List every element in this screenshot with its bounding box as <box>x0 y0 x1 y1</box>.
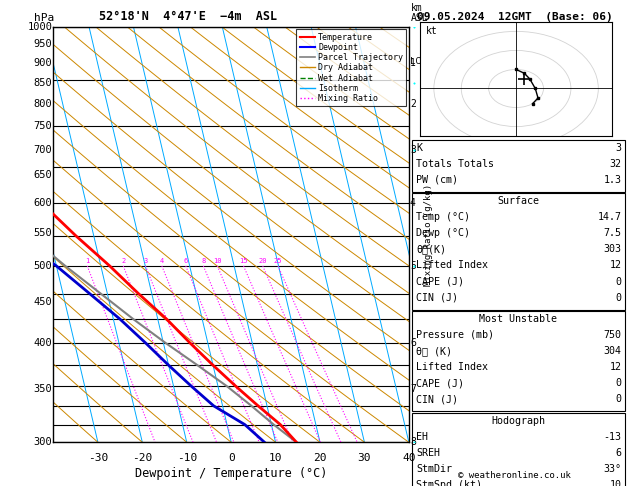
Text: -30: -30 <box>88 452 108 463</box>
Text: 3: 3 <box>410 145 416 155</box>
Text: Surface: Surface <box>498 196 539 207</box>
Text: 25: 25 <box>274 258 282 264</box>
Text: 304: 304 <box>603 346 621 356</box>
Text: 800: 800 <box>33 99 52 109</box>
Text: 20: 20 <box>313 452 326 463</box>
Text: Most Unstable: Most Unstable <box>479 314 557 324</box>
Text: 10: 10 <box>610 480 621 486</box>
Text: 52°18'N  4°47'E  −4m  ASL: 52°18'N 4°47'E −4m ASL <box>99 10 277 22</box>
Text: © weatheronline.co.uk: © weatheronline.co.uk <box>458 471 571 480</box>
Text: 7.5: 7.5 <box>603 228 621 239</box>
Text: -20: -20 <box>132 452 152 463</box>
Text: 3: 3 <box>143 258 148 264</box>
Text: 20: 20 <box>259 258 267 264</box>
Text: 15: 15 <box>239 258 248 264</box>
Text: 750: 750 <box>603 330 621 340</box>
Text: 32: 32 <box>610 159 621 169</box>
Text: 350: 350 <box>33 384 52 394</box>
Text: 0: 0 <box>615 277 621 287</box>
Text: Hodograph: Hodograph <box>491 416 545 426</box>
Text: 12: 12 <box>610 260 621 271</box>
Text: 10: 10 <box>269 452 282 463</box>
Text: 850: 850 <box>33 78 52 88</box>
Text: km
ASL: km ASL <box>411 3 428 22</box>
Text: 6: 6 <box>615 448 621 458</box>
Text: 700: 700 <box>33 145 52 155</box>
Text: 900: 900 <box>33 58 52 68</box>
Text: 300: 300 <box>33 437 52 447</box>
Text: Totals Totals: Totals Totals <box>416 159 494 169</box>
Text: 0: 0 <box>228 452 235 463</box>
Text: Pressure (mb): Pressure (mb) <box>416 330 494 340</box>
Text: θᴜ (K): θᴜ (K) <box>416 346 452 356</box>
Text: 8: 8 <box>201 258 206 264</box>
Text: 8: 8 <box>410 437 416 447</box>
Text: 4: 4 <box>160 258 164 264</box>
Text: 14.7: 14.7 <box>598 212 621 223</box>
Text: Lifted Index: Lifted Index <box>416 362 488 372</box>
Text: 4: 4 <box>410 198 416 208</box>
Text: 400: 400 <box>33 338 52 348</box>
Text: 1.3: 1.3 <box>603 175 621 185</box>
Text: LCL: LCL <box>409 57 426 66</box>
Text: Lifted Index: Lifted Index <box>416 260 488 271</box>
Text: CAPE (J): CAPE (J) <box>416 378 464 388</box>
Text: 600: 600 <box>33 198 52 208</box>
Text: 30: 30 <box>358 452 371 463</box>
Text: 33°: 33° <box>603 464 621 474</box>
Text: 09.05.2024  12GMT  (Base: 06): 09.05.2024 12GMT (Base: 06) <box>416 12 613 22</box>
Legend: Temperature, Dewpoint, Parcel Trajectory, Dry Adiabat, Wet Adiabat, Isotherm, Mi: Temperature, Dewpoint, Parcel Trajectory… <box>296 29 406 106</box>
Text: StmSpd (kt): StmSpd (kt) <box>416 480 482 486</box>
Text: PW (cm): PW (cm) <box>416 175 459 185</box>
Text: 1: 1 <box>410 58 416 68</box>
Text: 40: 40 <box>402 452 416 463</box>
Text: kt: kt <box>426 26 438 36</box>
Text: 1: 1 <box>85 258 89 264</box>
Text: EH: EH <box>416 432 428 442</box>
Text: CIN (J): CIN (J) <box>416 394 459 404</box>
Text: 950: 950 <box>33 39 52 50</box>
Text: 6: 6 <box>184 258 188 264</box>
Text: hPa: hPa <box>34 13 54 22</box>
Text: StmDir: StmDir <box>416 464 452 474</box>
Text: 2: 2 <box>410 99 416 109</box>
Text: CAPE (J): CAPE (J) <box>416 277 464 287</box>
Text: 1000: 1000 <box>28 22 52 32</box>
Text: θᴜ(K): θᴜ(K) <box>416 244 447 255</box>
Text: K: K <box>416 143 423 153</box>
Text: 550: 550 <box>33 228 52 238</box>
Text: 10: 10 <box>213 258 221 264</box>
Text: -10: -10 <box>177 452 197 463</box>
Text: 0: 0 <box>615 293 621 303</box>
Text: 750: 750 <box>33 121 52 131</box>
Text: Temp (°C): Temp (°C) <box>416 212 470 223</box>
Text: 500: 500 <box>33 261 52 271</box>
Text: 12: 12 <box>610 362 621 372</box>
Text: 6: 6 <box>410 338 416 348</box>
Text: 3: 3 <box>615 143 621 153</box>
Text: SREH: SREH <box>416 448 440 458</box>
Text: Dewpoint / Temperature (°C): Dewpoint / Temperature (°C) <box>135 467 327 480</box>
Text: 5: 5 <box>410 261 416 271</box>
Text: 450: 450 <box>33 297 52 307</box>
Text: 650: 650 <box>33 171 52 180</box>
Text: -13: -13 <box>603 432 621 442</box>
Text: 0: 0 <box>615 394 621 404</box>
Text: 303: 303 <box>603 244 621 255</box>
Text: Dewp (°C): Dewp (°C) <box>416 228 470 239</box>
Text: Mixing Ratio (g/kg): Mixing Ratio (g/kg) <box>424 183 433 286</box>
Text: 7: 7 <box>410 384 416 394</box>
Text: CIN (J): CIN (J) <box>416 293 459 303</box>
Text: 0: 0 <box>615 378 621 388</box>
Text: 2: 2 <box>121 258 125 264</box>
